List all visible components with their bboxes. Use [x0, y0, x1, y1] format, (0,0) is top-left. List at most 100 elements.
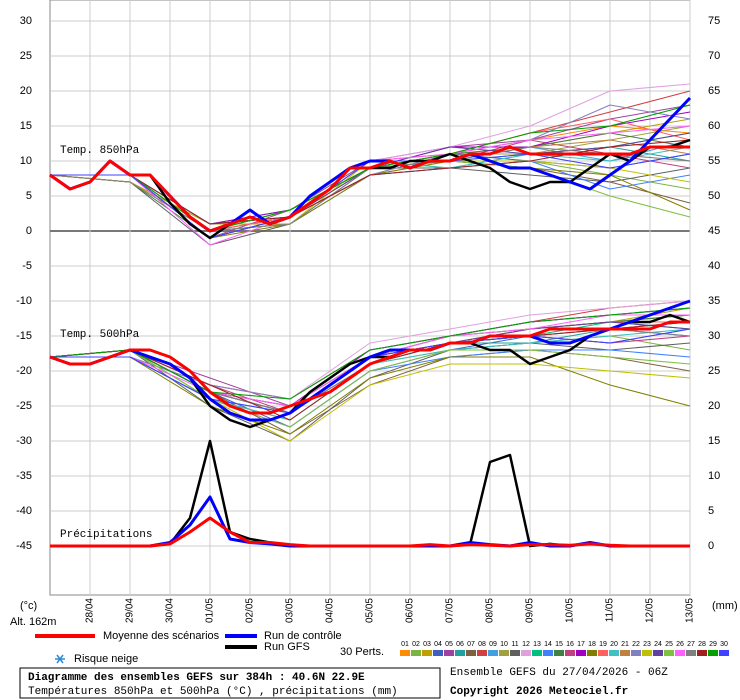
x-tick-label: 29/04 [125, 598, 136, 623]
copyright: Copyright 2026 Meteociel.fr [450, 686, 628, 698]
member-label: 07 [467, 641, 475, 648]
member-label: 02 [412, 641, 420, 648]
y2-tick-label: 50 [708, 190, 720, 202]
legend-swatch [510, 650, 520, 656]
legend-swatch [631, 650, 641, 656]
member-label: 22 [632, 641, 640, 648]
member-label: 01 [401, 641, 409, 648]
legend-swatch [433, 650, 443, 656]
member-label: 25 [665, 641, 673, 648]
x-tick-label: 04/05 [325, 598, 336, 623]
member-label: 29 [709, 641, 717, 648]
member-label: 16 [566, 641, 574, 648]
legend-swatch [609, 650, 619, 656]
panel-label: Temp. 500hPa [60, 329, 140, 341]
legend-swatch [400, 650, 410, 656]
y2-tick-label: 25 [708, 365, 720, 377]
y-tick-label: 0 [26, 225, 32, 237]
y2-tick-label: 70 [708, 50, 720, 62]
y-tick-label: -30 [16, 435, 32, 447]
legend-swatch [422, 650, 432, 656]
series-line [49, 299, 691, 422]
member-label: 10 [500, 641, 508, 648]
member-label: 06 [456, 641, 464, 648]
x-tick-label: 03/05 [285, 598, 296, 623]
title: Diagramme des ensembles GEFS sur 384h : … [28, 672, 365, 684]
y-tick-label: 25 [20, 50, 32, 62]
x-tick-label: 06/05 [405, 598, 416, 623]
y2-tick-label: 30 [708, 330, 720, 342]
snow-risk: Risque neige [74, 653, 138, 665]
y2-tick-label: 60 [708, 120, 720, 132]
member-label: 15 [555, 641, 563, 648]
legend-swatch [543, 650, 553, 656]
y-tick-label: -10 [16, 295, 32, 307]
legend-swatch [598, 650, 608, 656]
legend-label: Run de contrôle [264, 630, 342, 642]
legend-swatch [521, 650, 531, 656]
x-tick-label: 07/05 [445, 598, 456, 623]
member-label: 11 [511, 641, 518, 648]
legend-swatch [488, 650, 498, 656]
member-label: 28 [698, 641, 706, 648]
legend-swatch [499, 650, 509, 656]
panel-label: Précipitations [60, 529, 152, 541]
x-tick-label: 02/05 [245, 598, 256, 623]
legend-swatch [719, 650, 729, 656]
member-label: 20 [610, 641, 618, 648]
legend-swatch [532, 650, 542, 656]
legend-swatch [411, 650, 421, 656]
x-tick-label: 08/05 [485, 598, 496, 623]
legend-swatch [708, 650, 718, 656]
member-label: 23 [643, 641, 651, 648]
legend-swatch [686, 650, 696, 656]
member-label: 13 [533, 641, 541, 648]
member-label: 03 [423, 641, 431, 648]
legend-swatch [664, 650, 674, 656]
x-tick-label: 12/05 [645, 598, 656, 623]
x-tick-label: 13/05 [685, 598, 696, 623]
legend-swatch [620, 650, 630, 656]
x-tick-label: 30/04 [165, 598, 176, 623]
member-label: 18 [588, 641, 596, 648]
member-line [49, 349, 691, 428]
y-tick-label: 15 [20, 120, 32, 132]
legend-label: Run GFS [264, 641, 310, 653]
member-label: 09 [489, 641, 497, 648]
y-tick-label: 20 [20, 85, 32, 97]
member-label: 14 [544, 641, 552, 648]
y-tick-label: -15 [16, 330, 32, 342]
member-label: 21 [621, 641, 629, 648]
y2-tick-label: 75 [708, 15, 720, 27]
y-tick-label: -25 [16, 400, 32, 412]
legend-swatch [554, 650, 564, 656]
y-tick-label: -20 [16, 365, 32, 377]
y-tick-label: -45 [16, 540, 32, 552]
x-tick-label: 28/04 [85, 598, 96, 623]
y2-tick-label: 5 [708, 505, 714, 517]
altitude: Alt. 162m [10, 616, 56, 628]
y2-tick-label: 20 [708, 400, 720, 412]
info-box [19, 667, 441, 699]
legend-swatch [697, 650, 707, 656]
member-label: 19 [599, 641, 607, 648]
legend-swatch [455, 650, 465, 656]
x-tick-label: 05/05 [365, 598, 376, 623]
precip-line [50, 516, 690, 548]
member-label: 05 [445, 641, 453, 648]
y2-tick-label: 0 [708, 540, 714, 552]
x-tick-label: 01/05 [205, 598, 216, 623]
snow-icon [55, 654, 65, 664]
member-label: 24 [654, 641, 662, 648]
legend-swatch [642, 650, 652, 656]
members-label: 30 Perts. [340, 646, 384, 658]
member-label: 08 [478, 641, 486, 648]
y2-tick-label: 55 [708, 155, 720, 167]
legend-swatch [444, 650, 454, 656]
y2-tick-label: 45 [708, 225, 720, 237]
y-tick-label: -5 [22, 260, 32, 272]
y-tick-label: -40 [16, 505, 32, 517]
legend-label: Moyenne des scénarios [103, 630, 220, 642]
member-label: 17 [577, 641, 585, 648]
